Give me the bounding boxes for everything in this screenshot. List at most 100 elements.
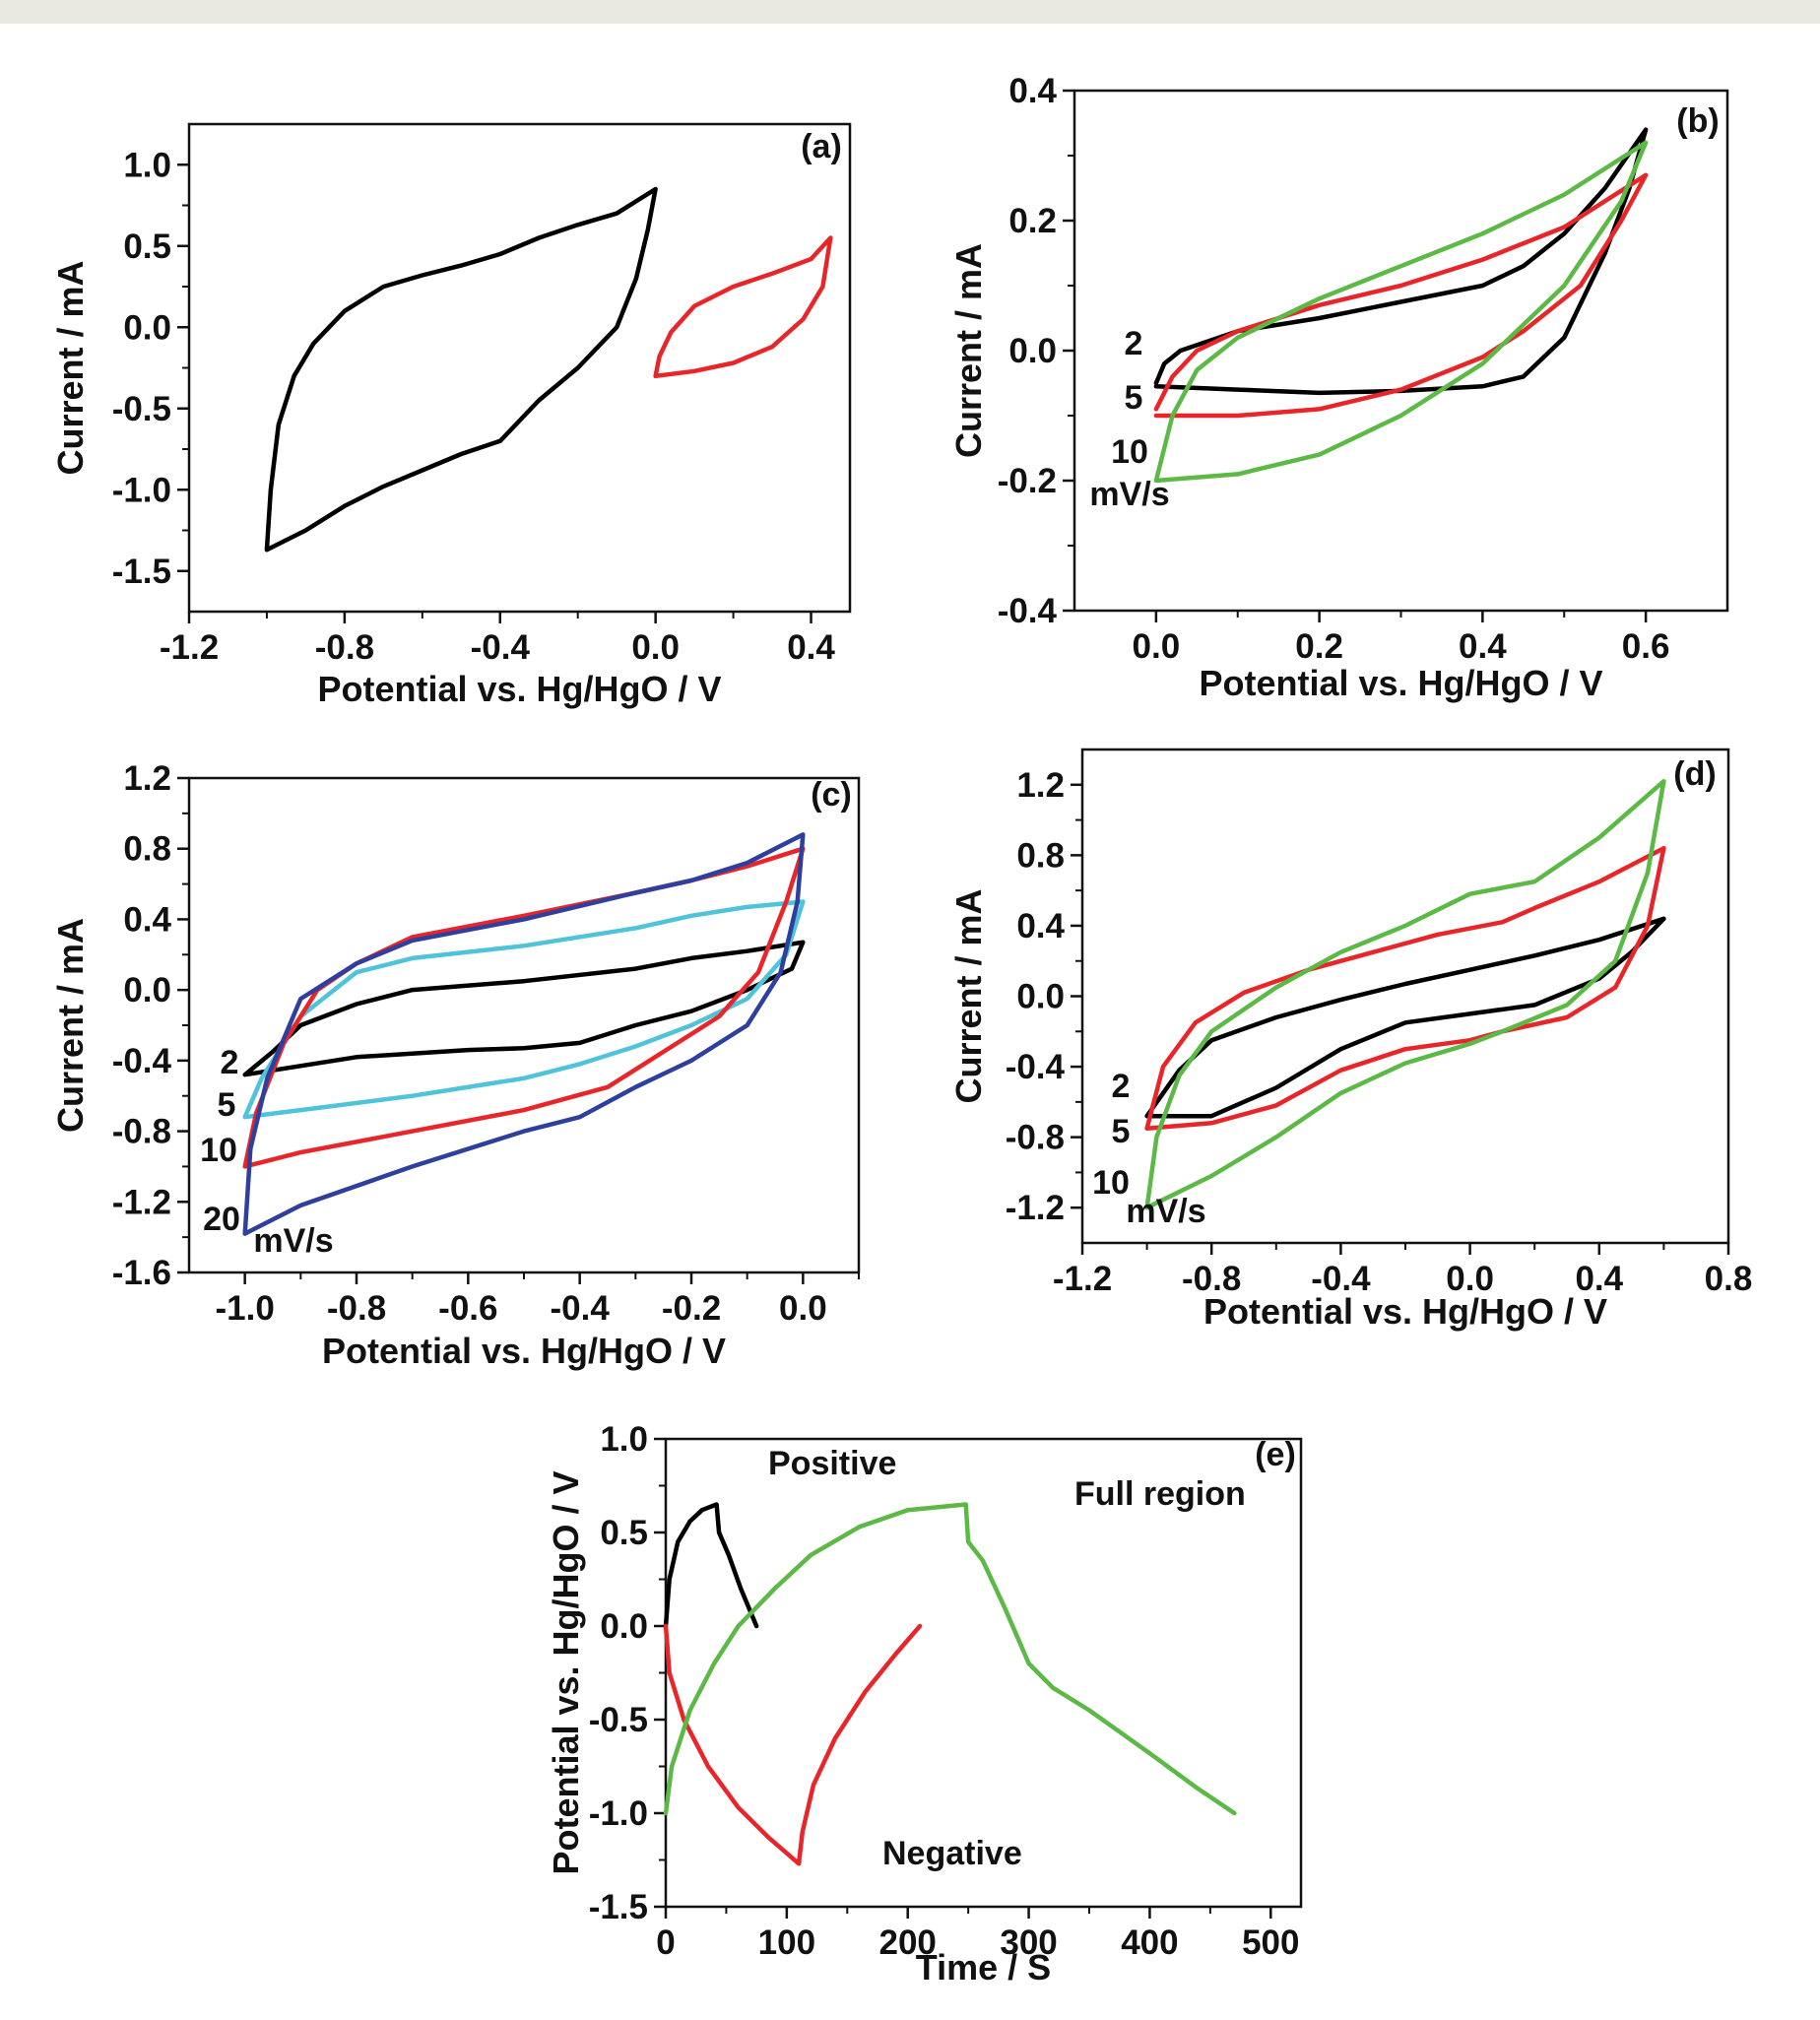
chart-e-x-tick-label: 400 [1121,1923,1178,1962]
chart-d-x-tick-label: -1.2 [1053,1260,1112,1298]
chart-c-y-axis-label: Current / mA [50,918,91,1133]
chart-a-y-tick-label: 0.0 [123,308,171,347]
chart-d-y-tick-label: -0.4 [1006,1048,1066,1086]
chart-b-series-2-curve [1153,127,1649,396]
chart-d-series-label: 2 [1112,1068,1131,1105]
chart-c-x-tick-label: -0.4 [551,1289,611,1328]
chart-b-y-tick-label: -0.4 [998,592,1058,630]
chart-d-y-tick-label: -1.2 [1006,1189,1065,1227]
chart-d-series-2-curve [1144,916,1666,1119]
chart-c-y-tick-label: -1.2 [112,1183,171,1221]
chart-a-panel-label: (a) [801,128,842,165]
chart-d-x-tick-label: 0.4 [1575,1260,1623,1298]
chart-b-x-axis-label: Potential vs. Hg/HgO / V [1199,663,1602,703]
chart-e-x-tick-label: 0 [656,1923,675,1962]
chart-b-x-tick-label: 0.4 [1459,627,1507,666]
chart-a-x-tick-label: -1.2 [160,628,219,667]
chart-c-y-tick-label: 0.4 [123,900,171,939]
chart-c-series-label: 20 [203,1201,240,1238]
chart-a-y-tick-label: -0.5 [112,390,171,428]
chart-e-series-label: Negative [882,1835,1022,1872]
chart-e-y-tick-label: 0.0 [600,1607,648,1646]
chart-b-scan-rate-unit: mV/s [1089,476,1169,513]
chart-d-y-tick-label: -0.8 [1006,1119,1065,1157]
chart-e-x-tick-label: 200 [879,1923,937,1962]
chart-b-y-tick-label: 0.0 [1008,332,1057,370]
chart-a-x-axis-label: Potential vs. Hg/HgO / V [317,669,721,709]
chart-a-y-tick-label: -1.5 [112,553,171,591]
chart-a-y-tick-label: 1.0 [123,146,171,184]
chart-b-series-label: 10 [1111,433,1148,471]
chart-c-series-2-curve [242,940,806,1077]
chart-d-x-tick-label: 0.0 [1446,1260,1494,1298]
chart-d-scan-rate-unit: mV/s [1126,1193,1205,1230]
chart-a-series-1-curve [653,235,833,379]
chart-e-x-tick-label: 100 [758,1923,815,1962]
chart-a-series-0-curve [264,186,658,553]
chart-c-y-tick-label: -0.8 [112,1113,171,1151]
chart-c-x-tick-label: -0.2 [662,1289,721,1328]
chart-b-series-10-curve [1153,140,1649,484]
chart-e-y-tick-label: -1.5 [589,1888,648,1926]
chart-e-y-tick-label: 0.5 [600,1514,648,1552]
chart-b-y-tick-label: 0.2 [1008,202,1057,240]
chart-d-y-axis-label: Current / mA [948,888,989,1103]
chart-c-x-tick-label: -0.8 [327,1289,386,1328]
chart-c-y-tick-label: 0.0 [123,971,171,1010]
chart-e-y-tick-label: -1.0 [589,1794,648,1833]
chart-b-panel-label: (b) [1676,102,1719,140]
chart-d-y-tick-label: 1.2 [1016,766,1065,805]
chart-b-y-tick-label: 0.4 [1008,72,1057,110]
chart-d-y-tick-label: 0.0 [1016,978,1065,1016]
chart-a-y-axis-label: Current / mA [50,260,91,475]
top-border-strip [0,0,1820,24]
chart-a-x-tick-label: -0.8 [315,628,374,667]
chart-e-series-negative-curve [663,1623,923,1866]
chart-d-x-tick-label: 0.8 [1705,1260,1753,1298]
chart-c-series-10-curve [242,846,806,1169]
chart-d-plot-frame [1080,748,1730,1245]
chart-c-series-label: 2 [221,1044,239,1081]
chart-c-series-label: 5 [218,1086,236,1124]
chart-e-x-axis-label: Time / S [916,1947,1051,1987]
chart-e-series-label: Full region [1074,1475,1246,1513]
chart-c-y-tick-label: -0.4 [112,1042,172,1080]
chart-d-x-tick-label: -0.4 [1311,1260,1371,1298]
chart-c-x-tick-label: -1.0 [216,1289,275,1328]
chart-b-x-tick-label: 0.0 [1133,627,1181,666]
chart-d-series-10-curve [1144,778,1666,1210]
chart-b-plot-frame [1072,89,1729,613]
chart-e-x-tick-label: 300 [1000,1923,1057,1962]
chart-a-y-tick-label: -1.0 [112,471,171,509]
chart-d-series-5-curve [1144,845,1666,1131]
chart-b-series-5-curve [1153,172,1649,419]
chart-e-series-positive-curve [663,1502,759,1629]
chart-d-series-label: 10 [1092,1164,1130,1202]
chart-e-series-full-region-curve [663,1502,1237,1816]
chart-a-x-tick-label: 0.0 [631,628,680,667]
chart-c-x-tick-label: -0.6 [438,1289,497,1328]
chart-d-x-tick-label: -0.8 [1182,1260,1241,1298]
chart-d-y-tick-label: 0.4 [1016,907,1065,945]
chart-c-x-tick-label: 0.0 [779,1289,827,1328]
chart-e-y-tick-label: -0.5 [589,1701,648,1739]
chart-b-series-label: 5 [1125,379,1143,417]
chart-c-series-label: 10 [200,1132,237,1169]
chart-b-series-label: 2 [1125,325,1143,362]
chart-e-x-tick-label: 500 [1242,1923,1299,1962]
chart-c-y-tick-label: -1.6 [112,1254,171,1292]
chart-c-y-tick-label: 0.8 [123,830,171,869]
chart-e-panel-label: (e) [1255,1436,1296,1473]
chart-b-y-axis-label: Current / mA [948,243,989,458]
chart-e-y-axis-label: Potential vs. Hg/HgO / V [546,1470,586,1874]
chart-b-x-tick-label: 0.6 [1622,627,1670,666]
chart-c-series-20-curve [242,832,806,1236]
chart-c-panel-label: (c) [811,776,852,814]
chart-c-y-tick-label: 1.2 [123,759,171,798]
chart-e-series-label: Positive [768,1445,896,1482]
chart-a-y-tick-label: 0.5 [123,228,171,266]
chart-b-y-tick-label: -0.2 [998,462,1057,500]
chart-c-scan-rate-unit: mV/s [253,1222,333,1260]
chart-d-panel-label: (d) [1673,755,1716,793]
